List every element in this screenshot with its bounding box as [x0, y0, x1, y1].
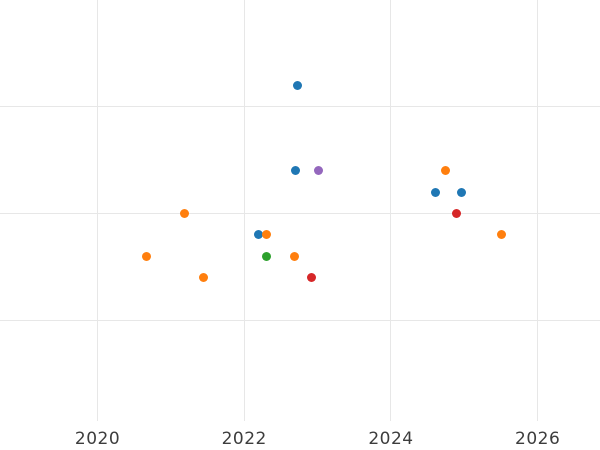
data-point-orange — [441, 166, 451, 176]
data-point-blue — [431, 187, 441, 197]
data-point-blue — [293, 80, 303, 90]
data-point-orange — [179, 209, 189, 219]
x-tick-label: 2024 — [368, 429, 414, 449]
data-point-red — [452, 209, 462, 219]
data-point-orange — [497, 230, 507, 240]
data-point-orange — [198, 273, 208, 283]
data-point-orange — [142, 251, 152, 261]
x-tick-label: 2020 — [74, 429, 121, 449]
x-gridline — [243, 0, 245, 421]
data-point-red — [307, 273, 317, 283]
x-gridline — [537, 0, 539, 421]
x-gridline — [97, 0, 99, 421]
data-point-blue — [456, 187, 466, 197]
data-point-blue — [291, 166, 301, 176]
x-gridline — [390, 0, 392, 421]
x-tick-label: 2022 — [221, 429, 267, 449]
data-point-purple — [313, 166, 323, 176]
x-tick-label: 2026 — [515, 429, 561, 449]
y-gridline — [0, 213, 600, 215]
data-point-blue — [254, 230, 264, 240]
y-gridline — [0, 319, 600, 321]
data-point-orange — [290, 251, 300, 261]
data-point-green — [262, 251, 272, 261]
data-point-orange — [262, 230, 272, 240]
y-gridline — [0, 106, 600, 108]
